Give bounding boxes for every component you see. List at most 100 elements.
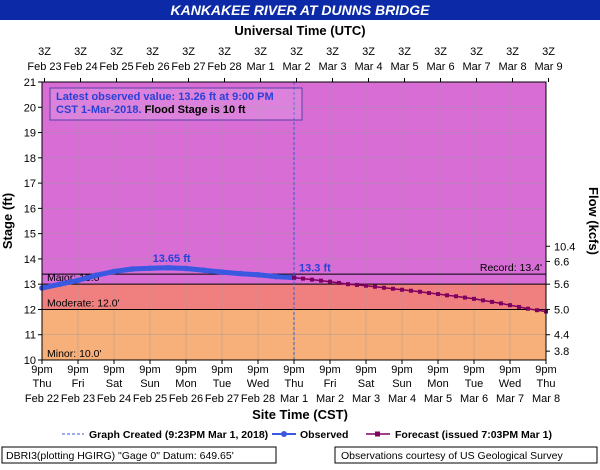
top-hour-label: 3Z <box>182 46 195 58</box>
forecast-point <box>409 288 413 293</box>
bottom-day-label: Sat <box>106 378 123 390</box>
top-date-label: Mar 3 <box>318 61 346 73</box>
bottom-date-label: Mar 7 <box>496 393 524 405</box>
top-date-label: Feb 28 <box>207 61 241 73</box>
forecast-point <box>391 286 395 291</box>
y-tick-label: 12 <box>24 304 36 316</box>
forecast-point <box>355 282 359 287</box>
flow-tick-label: 3.8 <box>554 346 569 358</box>
bottom-time-label: 9pm <box>103 364 124 376</box>
forecast-point <box>454 294 458 299</box>
top-hour-label: 3Z <box>290 46 303 58</box>
bottom-date-label: Mar 5 <box>424 393 452 405</box>
flow-tick-label: 6.6 <box>554 256 569 268</box>
bottom-time-label: 9pm <box>283 364 304 376</box>
top-hour-label: 3Z <box>218 46 231 58</box>
legend-forecast-marker <box>375 431 380 437</box>
top-date-label: Mar 6 <box>426 61 454 73</box>
top-hour-label: 3Z <box>74 46 87 58</box>
observed-point <box>273 273 279 280</box>
legend: Graph Created (9:23PM Mar 1, 2018) Obser… <box>62 429 552 441</box>
observed-point <box>57 281 63 287</box>
forecast-point <box>418 289 422 294</box>
top-hour-label: 3Z <box>326 46 339 58</box>
peak-value-label: 13.65 ft <box>153 253 191 265</box>
y-tick-label: 10 <box>24 355 36 367</box>
forecast-point <box>472 296 476 301</box>
bottom-date-label: Feb 24 <box>97 393 131 405</box>
top-hour-label: 3Z <box>146 46 159 58</box>
annotation-line1: Latest observed value: 13.26 ft at 9:00 … <box>56 91 274 103</box>
observed-point <box>129 266 135 272</box>
forecast-point <box>310 277 314 282</box>
bottom-day-label: Fri <box>72 378 85 390</box>
y-tick-label: 17 <box>24 178 36 190</box>
annotation-line2-part2: Flood Stage is 10 ft <box>142 104 246 116</box>
forecast-point <box>499 301 503 306</box>
bottom-time-label: 9pm <box>211 364 232 376</box>
top-date-label: Feb 27 <box>171 61 205 73</box>
bottom-day-label: Wed <box>499 378 521 390</box>
top-date-label: Mar 8 <box>498 61 526 73</box>
forecast-point <box>445 293 449 298</box>
bottom-date-label: Feb 28 <box>241 393 275 405</box>
top-hour-label: 3Z <box>470 46 483 58</box>
y-tick-label: 11 <box>25 330 36 342</box>
forecast-point <box>328 279 332 284</box>
y-tick-label: 15 <box>24 229 36 241</box>
bottom-day-label: Sun <box>392 378 412 390</box>
forecast-point <box>463 295 467 300</box>
forecast-point <box>364 283 368 288</box>
observed-point <box>201 267 207 274</box>
minor-stage-label: Minor: 10.0' <box>47 348 102 360</box>
top-hour-label: 3Z <box>110 46 123 58</box>
bottom-time-label: 9pm <box>319 364 340 376</box>
forecast-point <box>508 303 512 308</box>
top-date-label: Mar 5 <box>390 61 418 73</box>
y-axis-title: Stage (ft) <box>0 193 15 249</box>
bottom-date-label: Mar 2 <box>316 393 344 405</box>
latest-value-label: 13.3 ft <box>299 263 331 275</box>
top-hour-label: 3Z <box>506 46 519 58</box>
forecast-point <box>400 287 404 292</box>
title-bar <box>0 0 600 20</box>
bottom-day-label: Thu <box>33 378 52 390</box>
bottom-day-label: Wed <box>247 378 269 390</box>
chart-title: KANKAKEE RIVER AT DUNNS BRIDGE <box>170 2 430 18</box>
bottom-time-label: 9pm <box>499 364 520 376</box>
y-tick-label: 20 <box>24 102 36 114</box>
legend-graph-created-label: Graph Created (9:23PM Mar 1, 2018) <box>89 429 268 441</box>
top-hour-label: 3Z <box>434 46 447 58</box>
bottom-date-label: Mar 8 <box>532 393 560 405</box>
bottom-date-label: Mar 4 <box>388 393 416 405</box>
forecast-point <box>517 304 521 309</box>
top-date-label: Feb 25 <box>99 61 133 73</box>
top-hour-label: 3Z <box>542 46 555 58</box>
forecast-point <box>427 291 431 296</box>
top-hour-label: 3Z <box>362 46 375 58</box>
bottom-time-label: 9pm <box>427 364 448 376</box>
annotation-line2: CST 1-Mar-2018. Flood Stage is 10 ft <box>56 104 246 116</box>
top-date-label: Feb 26 <box>135 61 169 73</box>
forecast-point <box>490 299 494 304</box>
bottom-time-label: 9pm <box>139 364 160 376</box>
top-date-label: Mar 2 <box>282 61 310 73</box>
legend-forecast-label: Forecast (issued 7:03PM Mar 1) <box>395 429 552 441</box>
footer-datum-text: DBRI3(plotting HGIRG) "Gage 0" Datum: 64… <box>6 450 234 462</box>
y-tick-label: 13 <box>24 279 36 291</box>
y-tick-label: 19 <box>24 128 36 140</box>
bottom-day-label: Tue <box>465 378 484 390</box>
top-date-label: Mar 4 <box>354 61 382 73</box>
bottom-time-label: 9pm <box>391 364 412 376</box>
bottom-date-label: Feb 27 <box>205 393 239 405</box>
forecast-point <box>292 275 296 280</box>
record-stage-label: Record: 13.4' <box>480 262 542 274</box>
y-tick-label: 18 <box>24 153 36 165</box>
bottom-date-label: Mar 3 <box>352 393 380 405</box>
observed-point <box>219 269 225 275</box>
observed-point <box>93 272 99 279</box>
flow-tick-label: 4.4 <box>554 330 569 342</box>
bottom-time-label: 9pm <box>463 364 484 376</box>
